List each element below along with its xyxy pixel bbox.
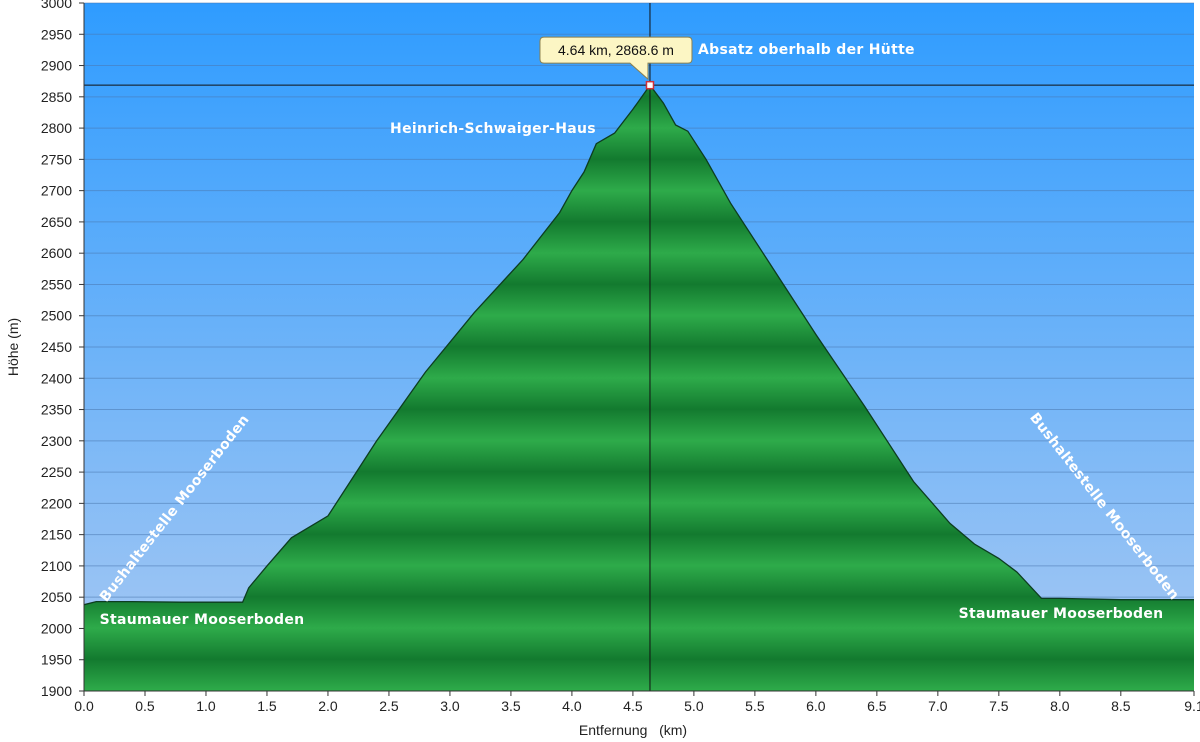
x-tick-label: 4.5 [623,698,643,714]
x-tick-label: 6.0 [806,698,826,714]
y-axis-ticks: 3000 2950 2900 2850 2800 2750 2700 2650 2600 2550… [41,0,84,699]
x-tick-label: 8.0 [1050,698,1070,714]
annotation-label: Heinrich-Schwaiger-Haus [390,121,596,137]
y-tick-label: 2050 [41,589,72,605]
x-tick-label: 5.0 [684,698,704,714]
cursor-tooltip-label: 4.64 km, 2868.6 m [558,42,674,58]
y-tick-label: 1900 [41,683,72,699]
annotation-label: Absatz oberhalb der Hütte [698,42,915,58]
y-tick-label: 2000 [41,620,72,636]
y-tick-label: 2750 [41,151,72,167]
y-tick-label: 2350 [41,402,72,418]
y-tick-label: 1950 [41,652,72,668]
cursor-marker [645,80,655,90]
y-tick-label: 2100 [41,558,72,574]
y-tick-label: 2450 [41,339,72,355]
y-tick-label: 2250 [41,464,72,480]
x-tick-label: 1.0 [196,698,216,714]
x-tick-label: 2.0 [318,698,338,714]
x-tick-label: 2.5 [379,698,399,714]
y-tick-label: 3000 [41,0,72,11]
y-tick-label: 2950 [41,26,72,42]
x-tick-label: 7.0 [928,698,948,714]
x-tick-label: 3.5 [501,698,521,714]
terrain-layer [84,84,1194,691]
x-tick-label: 4.0 [562,698,582,714]
x-tick-label: 5.5 [745,698,765,714]
terrain-area [84,85,1194,691]
y-tick-label: 2700 [41,183,72,199]
y-tick-label: 2200 [41,495,72,511]
x-tick-label: 1.5 [257,698,277,714]
x-tick-label: 7.5 [989,698,1009,714]
y-tick-label: 2150 [41,527,72,543]
x-tick-label: 9.1 [1184,698,1200,714]
x-axis-title: Entfernung (km) [579,722,687,738]
y-tick-label: 2600 [41,245,72,261]
x-tick-label: 0.5 [135,698,155,714]
terrain-outline [84,84,1194,606]
y-tick-label: 2400 [41,370,72,386]
y-tick-label: 2800 [41,120,72,136]
y-axis-title: Höhe (m) [5,318,21,376]
annotation-label: Staumauer Mooserboden [959,606,1164,622]
y-tick-label: 2650 [41,214,72,230]
x-axis-ticks: 0.0 0.5 1.0 1.5 2.0 2.5 3.0 3.5 4.0 4.5 5.0 5.5 6.0 6… [74,691,1200,714]
y-tick-label: 2900 [41,58,72,74]
cursor-layer: 4.64 km, 2868.6 m [84,3,1194,691]
x-tick-label: 8.5 [1111,698,1131,714]
y-tick-label: 2500 [41,308,72,324]
y-tick-label: 2300 [41,433,72,449]
annotation-label: Staumauer Mooserboden [100,612,305,628]
cursor-tooltip [539,36,693,81]
x-tick-label: 3.0 [440,698,460,714]
x-tick-label: 0.0 [74,698,94,714]
x-tick-label: 6.5 [867,698,887,714]
y-tick-label: 2550 [41,276,72,292]
y-tick-label: 2850 [41,89,72,105]
